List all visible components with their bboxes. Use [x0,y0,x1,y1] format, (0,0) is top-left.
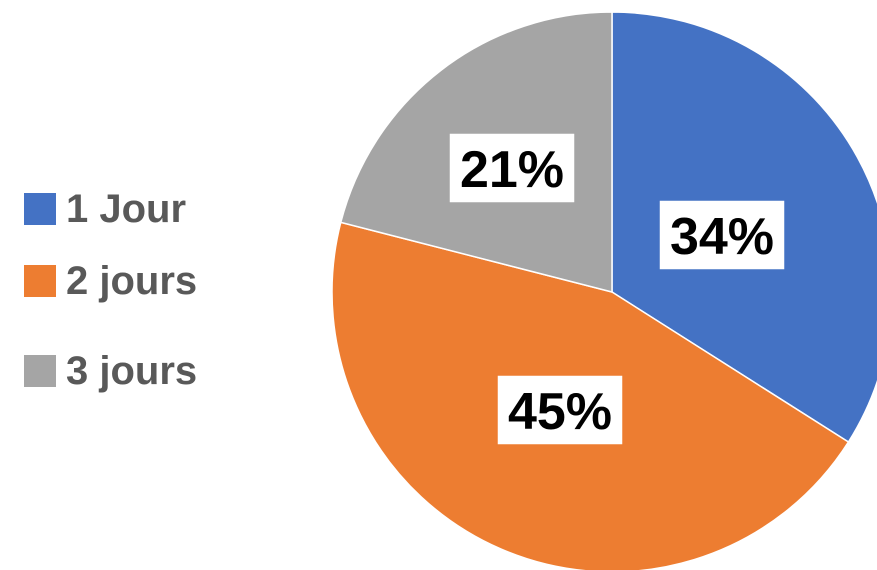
data-label-box-1 [658,199,786,271]
legend-label-2-jours: 2 jours [66,258,198,303]
pie-slices [331,11,877,570]
legend-item-1-jour: 1 Jour [24,182,197,236]
legend-label-3-jours: 3 jours [66,348,198,393]
data-label-1: 34% [658,199,786,271]
legend-swatch-3-jours [24,355,56,387]
data-label-box-2 [496,374,624,446]
data-label-box-3 [448,132,576,204]
data-label-2: 45% [496,374,624,446]
data-label-text-2: 45% [508,383,612,441]
chart-legend: 1 Jour 2 jours 3 jours [24,182,197,416]
data-label-text-1: 34% [670,208,774,266]
legend-item-3-jours: 3 jours [24,326,197,416]
legend-swatch-2-jours [24,265,56,297]
data-label-3: 21% [448,132,576,204]
legend-label-1-jour: 1 Jour [66,186,187,231]
legend-item-2-jours: 2 jours [24,236,197,326]
legend-swatch-1-jour [24,193,56,225]
pie-data-labels: 34% 45% 21% [448,132,786,446]
data-label-text-3: 21% [460,141,564,199]
